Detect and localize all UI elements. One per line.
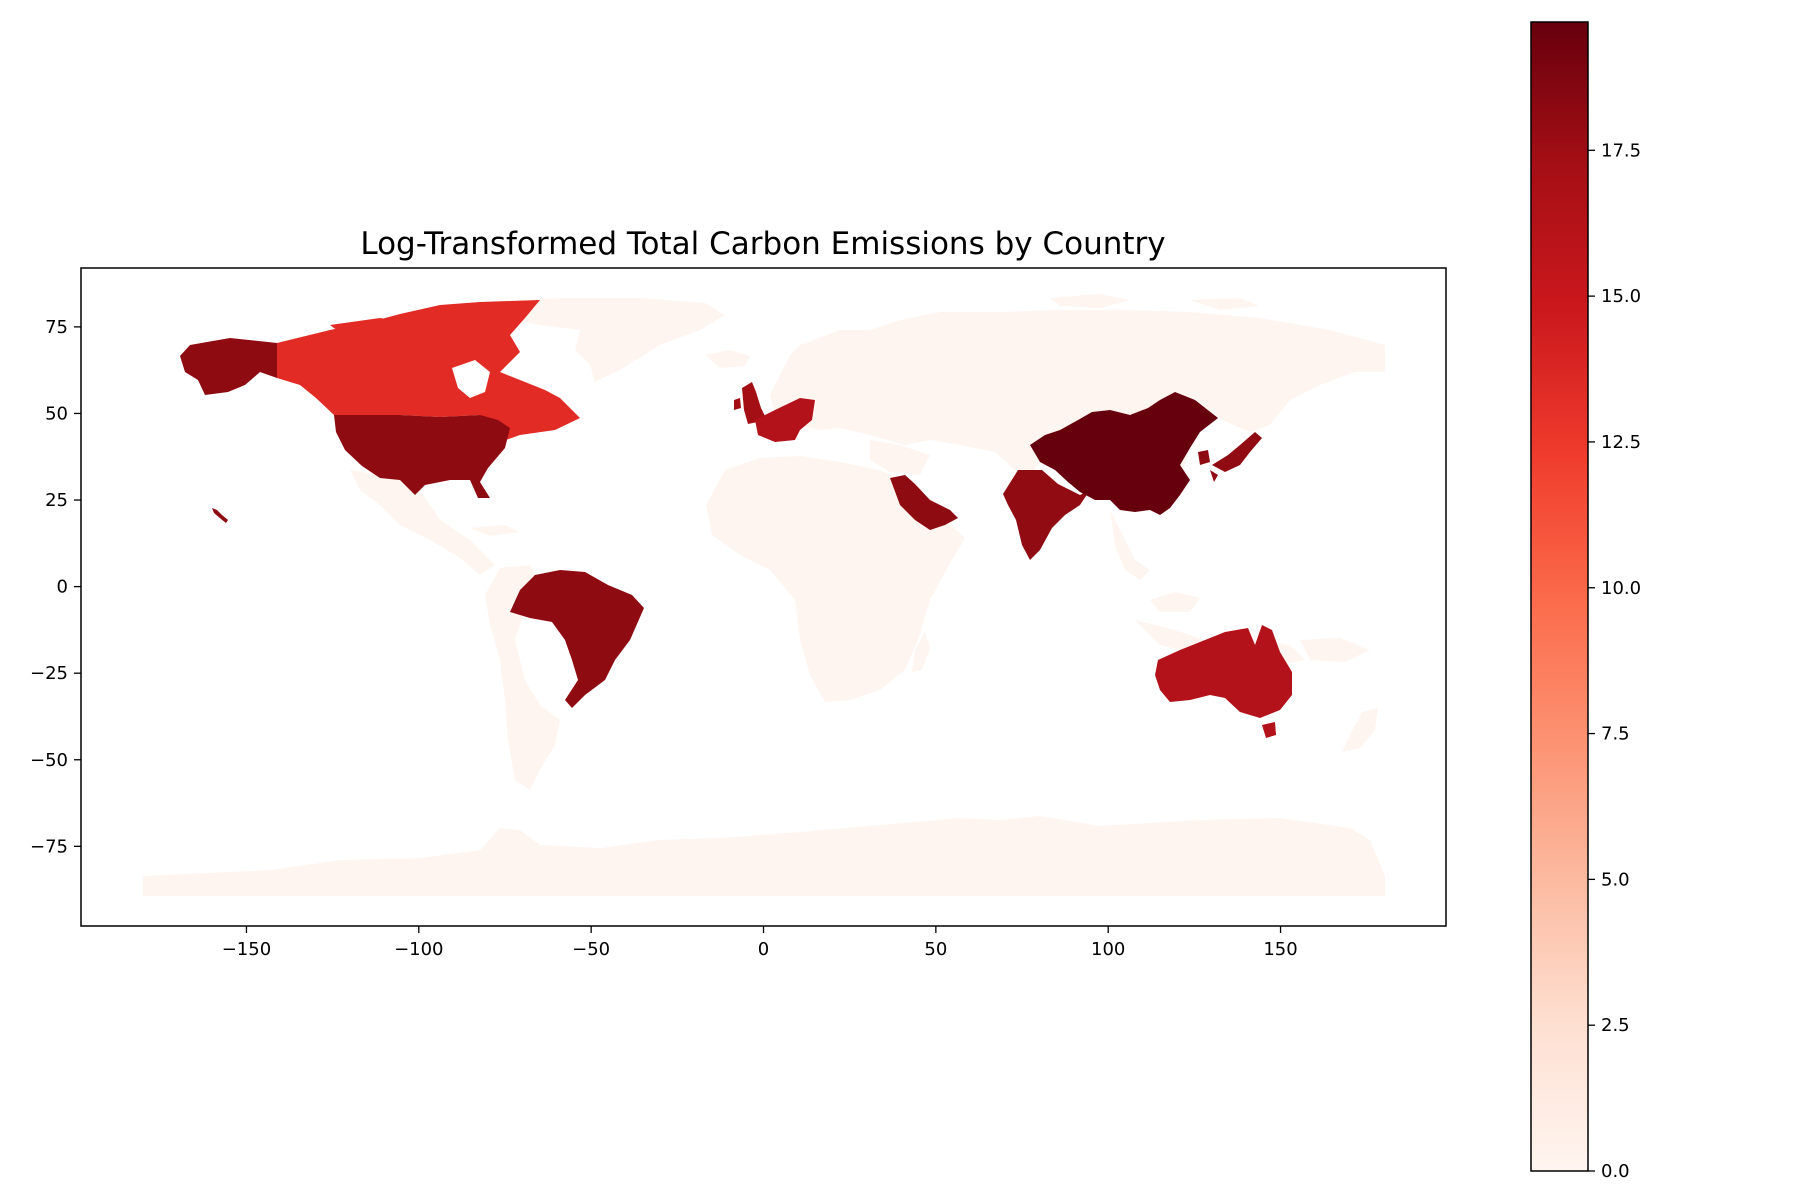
region-saudi-arabia bbox=[890, 475, 958, 530]
background-land bbox=[143, 294, 1385, 896]
region-tasmania bbox=[1262, 722, 1276, 738]
colorbar-tick-label: 15.0 bbox=[1601, 286, 1641, 307]
africa bbox=[706, 456, 965, 702]
region-usa bbox=[334, 415, 510, 498]
region-india bbox=[1003, 470, 1090, 560]
southeast-asia bbox=[1110, 510, 1200, 612]
colorbar-tick-label: 5.0 bbox=[1601, 869, 1630, 890]
colorbar-tick-label: 17.5 bbox=[1601, 140, 1641, 161]
data-countries bbox=[180, 300, 1292, 738]
colorbar-gradient bbox=[1530, 21, 1589, 1172]
region-canada-islands bbox=[330, 318, 500, 340]
y-tick-label: −50 bbox=[30, 750, 68, 771]
eurasia-land bbox=[770, 310, 1385, 488]
region-japan bbox=[1210, 432, 1262, 482]
iceland bbox=[705, 350, 750, 368]
y-tick-label: 50 bbox=[45, 403, 68, 424]
colorbar: 0.0 2.5 5.0 7.5 10.0 12.5 15.0 17.5 bbox=[1530, 21, 1641, 1182]
region-uk bbox=[734, 382, 767, 424]
region-france bbox=[755, 398, 815, 442]
y-tick-label: 75 bbox=[45, 317, 68, 338]
new-zealand bbox=[1342, 708, 1378, 752]
region-hawaii bbox=[212, 508, 228, 523]
chart-title: Log-Transformed Total Carbon Emissions b… bbox=[360, 226, 1165, 262]
arabia-region bbox=[870, 440, 930, 475]
map-layer bbox=[143, 294, 1385, 896]
y-tick-label: 0 bbox=[57, 577, 68, 598]
x-tick-label: −150 bbox=[222, 939, 271, 960]
colorbar-ticks: 0.0 2.5 5.0 7.5 10.0 12.5 15.0 17.5 bbox=[1588, 140, 1641, 1182]
colorbar-tick-label: 10.0 bbox=[1601, 578, 1641, 599]
x-tick-label: 100 bbox=[1091, 939, 1125, 960]
colorbar-tick-label: 2.5 bbox=[1601, 1015, 1630, 1036]
x-axis: −150 −100 −50 0 50 100 150 bbox=[222, 926, 1298, 960]
siberia-islands bbox=[1050, 294, 1260, 310]
x-tick-label: −50 bbox=[572, 939, 610, 960]
y-tick-label: 25 bbox=[45, 490, 68, 511]
madagascar bbox=[912, 632, 930, 672]
x-tick-label: −100 bbox=[394, 939, 443, 960]
hudson-bay bbox=[452, 360, 490, 398]
y-axis: 75 50 25 0 −25 −50 −75 bbox=[30, 317, 81, 857]
papua bbox=[1300, 638, 1370, 662]
greenland bbox=[485, 298, 725, 382]
colorbar-tick-label: 12.5 bbox=[1601, 432, 1641, 453]
south-america-west bbox=[485, 565, 560, 790]
x-tick-label: 50 bbox=[924, 939, 947, 960]
region-south-korea bbox=[1198, 450, 1210, 465]
caribbean bbox=[470, 525, 520, 536]
antarctica bbox=[143, 816, 1385, 896]
y-tick-label: −75 bbox=[30, 836, 68, 857]
colorbar-tick-label: 7.5 bbox=[1601, 724, 1630, 745]
region-usa-alaska bbox=[180, 338, 277, 395]
x-tick-label: 150 bbox=[1263, 939, 1297, 960]
y-tick-label: −25 bbox=[30, 663, 68, 684]
mexico-central-america bbox=[350, 470, 495, 575]
colorbar-tick-label: 0.0 bbox=[1601, 1161, 1630, 1182]
region-china bbox=[1030, 392, 1218, 515]
x-tick-label: 0 bbox=[758, 939, 769, 960]
region-brazil bbox=[510, 570, 644, 708]
region-australia bbox=[1155, 625, 1292, 718]
